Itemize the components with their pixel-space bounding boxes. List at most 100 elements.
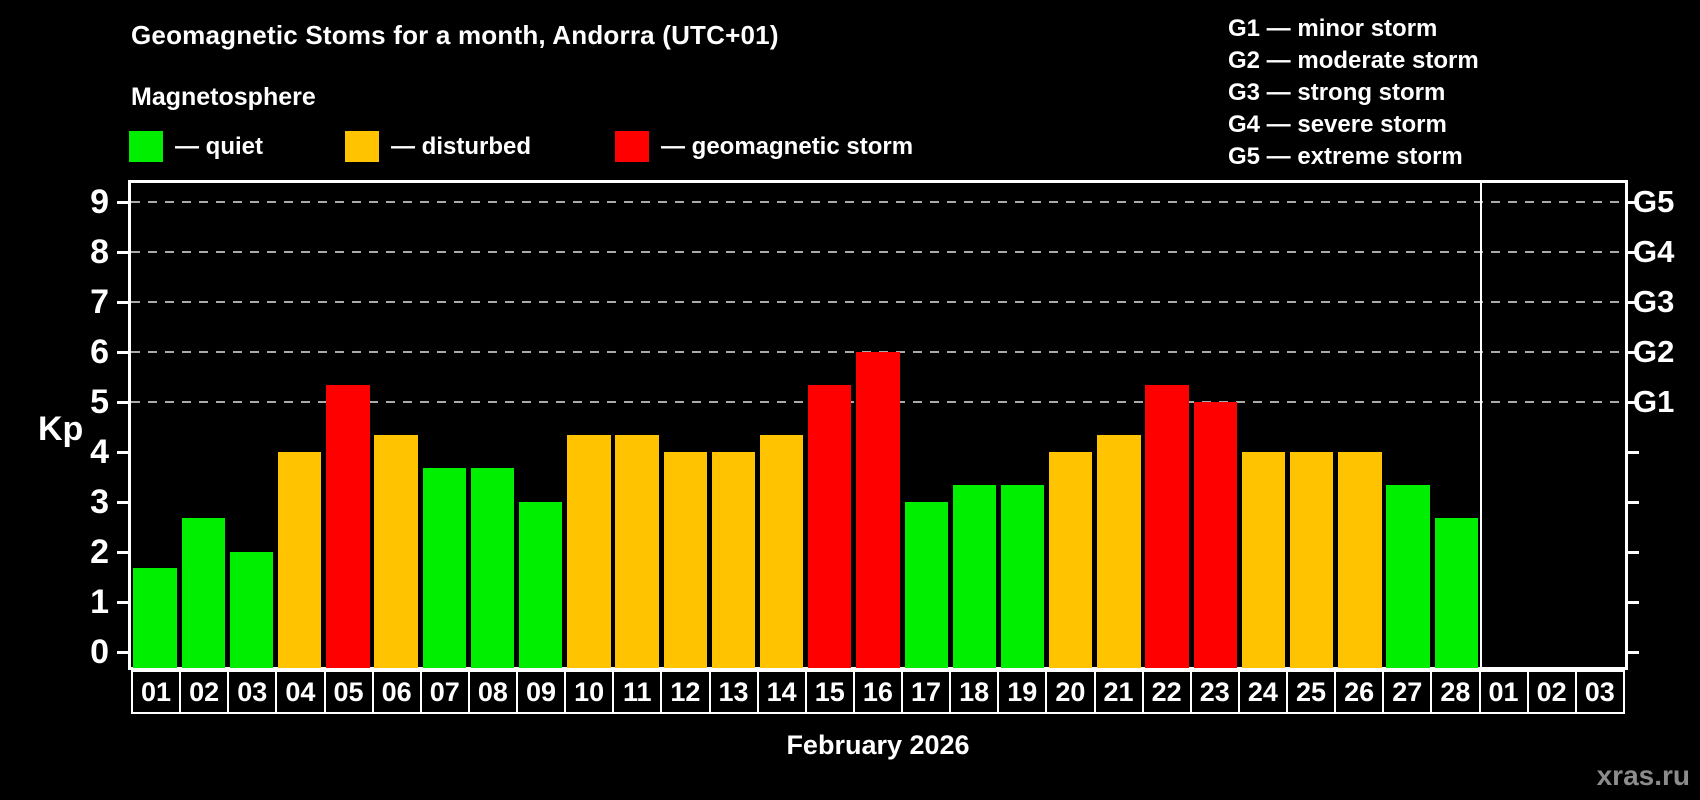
legend-disturbed-label: — disturbed [391, 132, 532, 160]
g-legend-line-g4: G4 — severe storm [1228, 111, 1447, 138]
day-cell-feb-17: 17 [901, 670, 952, 714]
kp-bar-feb-20 [1049, 452, 1093, 668]
kp-bar-feb-06 [374, 435, 418, 668]
day-cell-feb-01: 01 [131, 670, 182, 714]
day-cell-feb-20: 20 [1045, 670, 1096, 714]
day-cell-feb-14: 14 [756, 670, 807, 714]
day-cell-feb-22: 22 [1141, 670, 1192, 714]
day-cell-feb-08: 08 [467, 670, 518, 714]
y-tick-left-5 [117, 401, 128, 404]
gridline-kp8 [131, 251, 1625, 253]
day-cell-feb-23: 23 [1189, 670, 1240, 714]
kp-bar-feb-02 [181, 518, 225, 668]
kp-bar-feb-12 [663, 452, 707, 668]
day-cell-mar-02: 02 [1526, 670, 1577, 714]
y-tick-right-1 [1628, 601, 1639, 604]
kp-bar-feb-05 [326, 385, 370, 668]
y-axis-title: Kp [38, 410, 84, 448]
day-cell-feb-11: 11 [612, 670, 663, 714]
kp-bar-feb-07 [422, 468, 466, 668]
legend-item-disturbed: — disturbed [345, 131, 531, 162]
y-tick-left-6 [117, 351, 128, 354]
g-axis-label-g1: G1 [1633, 384, 1675, 419]
storm-swatch-icon [615, 131, 649, 162]
kp-bar-feb-19 [1000, 485, 1045, 668]
day-cell-feb-02: 02 [179, 670, 230, 714]
y-tick-label-5: 5 [90, 383, 109, 421]
day-cell-feb-09: 09 [516, 670, 567, 714]
y-tick-label-4: 4 [90, 433, 109, 471]
gridline-kp7 [131, 301, 1625, 303]
day-cell-feb-18: 18 [949, 670, 1000, 714]
y-tick-label-7: 7 [90, 283, 109, 321]
kp-bar-feb-28 [1434, 518, 1478, 668]
y-tick-label-2: 2 [90, 533, 109, 571]
day-cell-feb-05: 05 [323, 670, 374, 714]
y-tick-left-7 [117, 301, 128, 304]
day-cell-feb-24: 24 [1237, 670, 1288, 714]
day-cell-mar-03: 03 [1574, 670, 1625, 714]
y-tick-right-2 [1628, 551, 1639, 554]
y-tick-left-0 [117, 651, 128, 654]
g-legend-line-g1: G1 — minor storm [1228, 15, 1438, 42]
day-cell-feb-07: 07 [419, 670, 470, 714]
day-cell-feb-12: 12 [660, 670, 711, 714]
day-cell-feb-15: 15 [804, 670, 855, 714]
plot-area: 0 1 2 3 4 5 6 7 8 9 G1 G2 G3 G4 G5 [90, 180, 1674, 671]
g-legend-line-g2: G2 — moderate storm [1228, 47, 1479, 74]
kp-bar-feb-24 [1241, 452, 1286, 668]
y-tick-label-9: 9 [90, 183, 109, 221]
day-cell-feb-25: 25 [1286, 670, 1337, 714]
legend-item-quiet: — quiet [129, 131, 263, 162]
y-tick-left-3 [117, 501, 128, 504]
kp-bar-feb-13 [711, 452, 756, 668]
day-cell-feb-04: 04 [275, 670, 326, 714]
day-cell-feb-10: 10 [564, 670, 615, 714]
legend-item-storm: — geomagnetic storm [615, 131, 913, 162]
y-tick-right-8 [1628, 251, 1639, 254]
kp-bar-feb-04 [277, 452, 322, 668]
disturbed-swatch-icon [345, 131, 379, 162]
magnetosphere-subtitle: Magnetosphere [131, 83, 316, 111]
g-axis-label-g5: G5 [1633, 184, 1675, 219]
y-tick-right-5 [1628, 401, 1639, 404]
g-axis-label-g3: G3 [1633, 284, 1675, 319]
watermark: xras.ru [1596, 760, 1690, 791]
day-cell-feb-21: 21 [1093, 670, 1144, 714]
kp-bar-feb-16 [856, 352, 900, 668]
day-cell-mar-01: 01 [1478, 670, 1529, 714]
month-separator-line [1480, 183, 1483, 668]
y-tick-right-3 [1628, 501, 1639, 504]
y-tick-left-1 [117, 601, 128, 604]
gridline-kp9 [131, 201, 1625, 203]
day-cell-feb-28: 28 [1430, 670, 1481, 714]
kp-bar-feb-18 [952, 485, 997, 668]
y-tick-label-0: 0 [90, 633, 109, 671]
y-tick-right-0 [1628, 651, 1639, 654]
magnetosphere-legend: — quiet — disturbed — geomagnetic storm [0, 131, 1100, 165]
kp-bar-feb-15 [808, 385, 852, 668]
day-cell-feb-26: 26 [1334, 670, 1385, 714]
day-cell-feb-16: 16 [852, 670, 903, 714]
legend-quiet-label: — quiet [175, 132, 263, 160]
y-tick-left-9 [117, 201, 128, 204]
x-axis-day-row: 01 02 03 04 05 06 07 08 09 10 11 12 13 14 15 16 17 18 19 20… [131, 670, 1625, 714]
y-tick-left-4 [117, 451, 128, 454]
y-tick-right-9 [1628, 201, 1639, 204]
kp-bar-feb-03 [229, 552, 274, 668]
chart-title: Geomagnetic Stoms for a month, Andorra (… [131, 20, 779, 50]
y-tick-right-6 [1628, 351, 1639, 354]
day-cell-feb-03: 03 [227, 670, 278, 714]
y-tick-label-6: 6 [90, 333, 109, 371]
day-cell-feb-19: 19 [997, 670, 1048, 714]
g-axis-label-g4: G4 [1633, 234, 1675, 269]
quiet-swatch-icon [129, 131, 163, 162]
g-scale-legend: G1 — minor storm G2 — moderate storm G3 … [1228, 13, 1479, 173]
kp-bar-feb-14 [759, 435, 804, 668]
kp-bar-feb-26 [1338, 452, 1382, 668]
g-axis-label-g2: G2 [1633, 334, 1675, 369]
kp-bar-feb-11 [615, 435, 659, 668]
kp-bar-feb-08 [470, 468, 515, 668]
kp-bar-feb-01 [133, 568, 177, 668]
